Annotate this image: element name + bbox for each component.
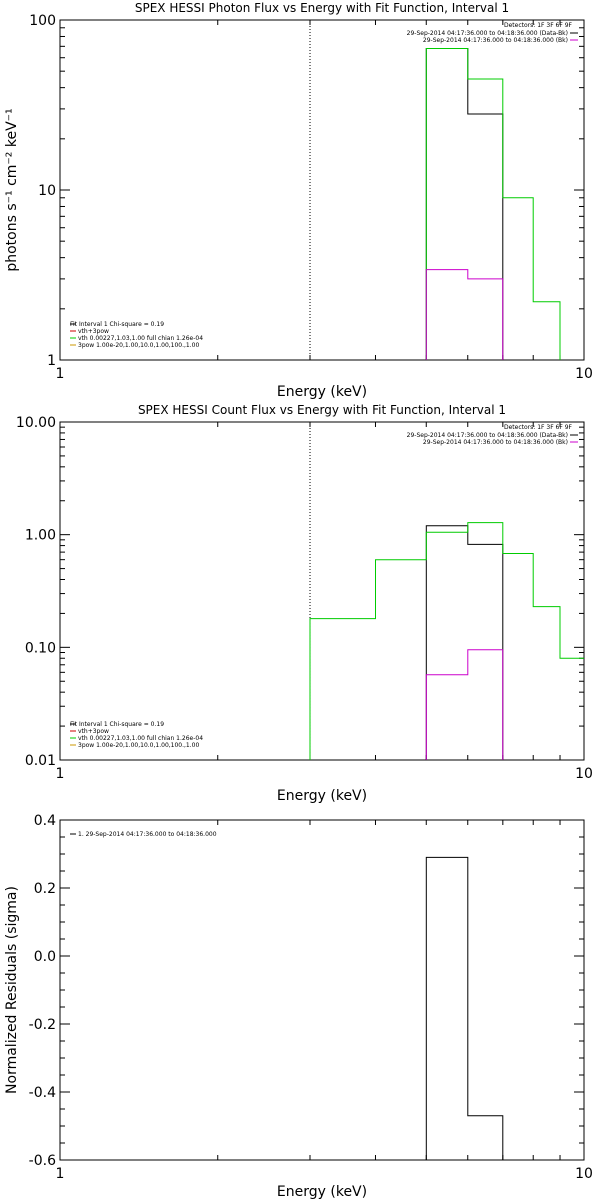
plot-frame xyxy=(59,421,585,761)
series-line-2 xyxy=(425,269,504,360)
legend-left-entry: 1. 29-Sep-2014 04:17:36.000 to 04:18:36.… xyxy=(78,831,217,838)
x-axis-label: Energy (keV) xyxy=(277,788,367,804)
plot-frame xyxy=(59,19,585,361)
series-line-1 xyxy=(309,522,584,760)
legend-right-entry: 29-Sep-2014 04:17:36.000 to 04:18:36.000… xyxy=(407,432,568,439)
y-axis-label: Normalized Residuals (sigma) xyxy=(4,886,20,1094)
chart-title: SPEX HESSI Count Flux vs Energy with Fit… xyxy=(138,403,506,417)
x-axis-label: Energy (keV) xyxy=(277,384,367,400)
legend-left-entry: vth 0.00227,1.03,1.00 full chian 1.26e-0… xyxy=(78,335,203,342)
x-tick-label: 1 xyxy=(56,1166,65,1182)
legend-left-entry: Fit Interval 1 Chi-square = 0.19 xyxy=(70,721,164,728)
x-tick-label: 10 xyxy=(575,766,593,782)
series-line-0 xyxy=(425,48,504,360)
y-tick-label: 0.2 xyxy=(34,881,56,897)
y-tick-label: 10.00 xyxy=(16,415,56,431)
legend-left-entry: vth+3pow xyxy=(78,728,109,735)
y-tick-label: 100 xyxy=(29,13,56,29)
y-tick-label: 0.01 xyxy=(25,753,56,769)
x-tick-label: 1 xyxy=(56,366,65,382)
series-line-2 xyxy=(425,649,504,760)
y-tick-label: -0.6 xyxy=(29,1153,56,1169)
y-tick-label: -0.2 xyxy=(29,1017,56,1033)
y-tick-label: 0.4 xyxy=(34,813,56,829)
series-line-0 xyxy=(425,525,504,760)
x-tick-label: 10 xyxy=(575,1166,593,1182)
legend-right-entry: 29-Sep-2014 04:17:36.000 to 04:18:36.000… xyxy=(423,37,568,44)
legend-left-entry: vth+3pow xyxy=(78,328,109,335)
legend-left-entry: vth 0.00227,1.03,1.00 full chian 1.26e-0… xyxy=(78,735,203,742)
legend-left-entry: 3pow 1.00e-20,1.00,10.0,1.00,100.,1.00 xyxy=(78,342,199,349)
series-line-1 xyxy=(425,48,561,360)
y-tick-label: 1 xyxy=(47,353,56,369)
y-tick-label: 0.0 xyxy=(34,949,56,965)
y-tick-label: 0.10 xyxy=(25,640,56,656)
legend-left-entry: Fit Interval 1 Chi-square = 0.19 xyxy=(70,321,164,328)
plot-frame xyxy=(59,819,585,1161)
legend-right-entry: 29-Sep-2014 04:17:36.000 to 04:18:36.000… xyxy=(407,30,568,37)
y-tick-label: -0.4 xyxy=(29,1085,56,1101)
detectors-label: Detectors: 1F 3F 6F 9F xyxy=(504,424,573,431)
x-axis-label: Energy (keV) xyxy=(277,1184,367,1200)
y-tick-label: 1.00 xyxy=(25,528,56,544)
series-line-0 xyxy=(425,856,504,1160)
x-tick-label: 10 xyxy=(575,366,593,382)
legend-left-entry: 3pow 1.00e-20,1.00,10.0,1.00,100.,1.00 xyxy=(78,742,199,749)
y-tick-label: 10 xyxy=(38,183,56,199)
detectors-label: Detectors: 1F 3F 6F 9F xyxy=(504,22,573,29)
y-axis-label: photons s⁻¹ cm⁻² keV⁻¹ xyxy=(4,108,20,271)
legend-right-entry: 29-Sep-2014 04:17:36.000 to 04:18:36.000… xyxy=(423,439,568,446)
chart-title: SPEX HESSI Photon Flux vs Energy with Fi… xyxy=(135,1,509,15)
x-tick-label: 1 xyxy=(56,766,65,782)
